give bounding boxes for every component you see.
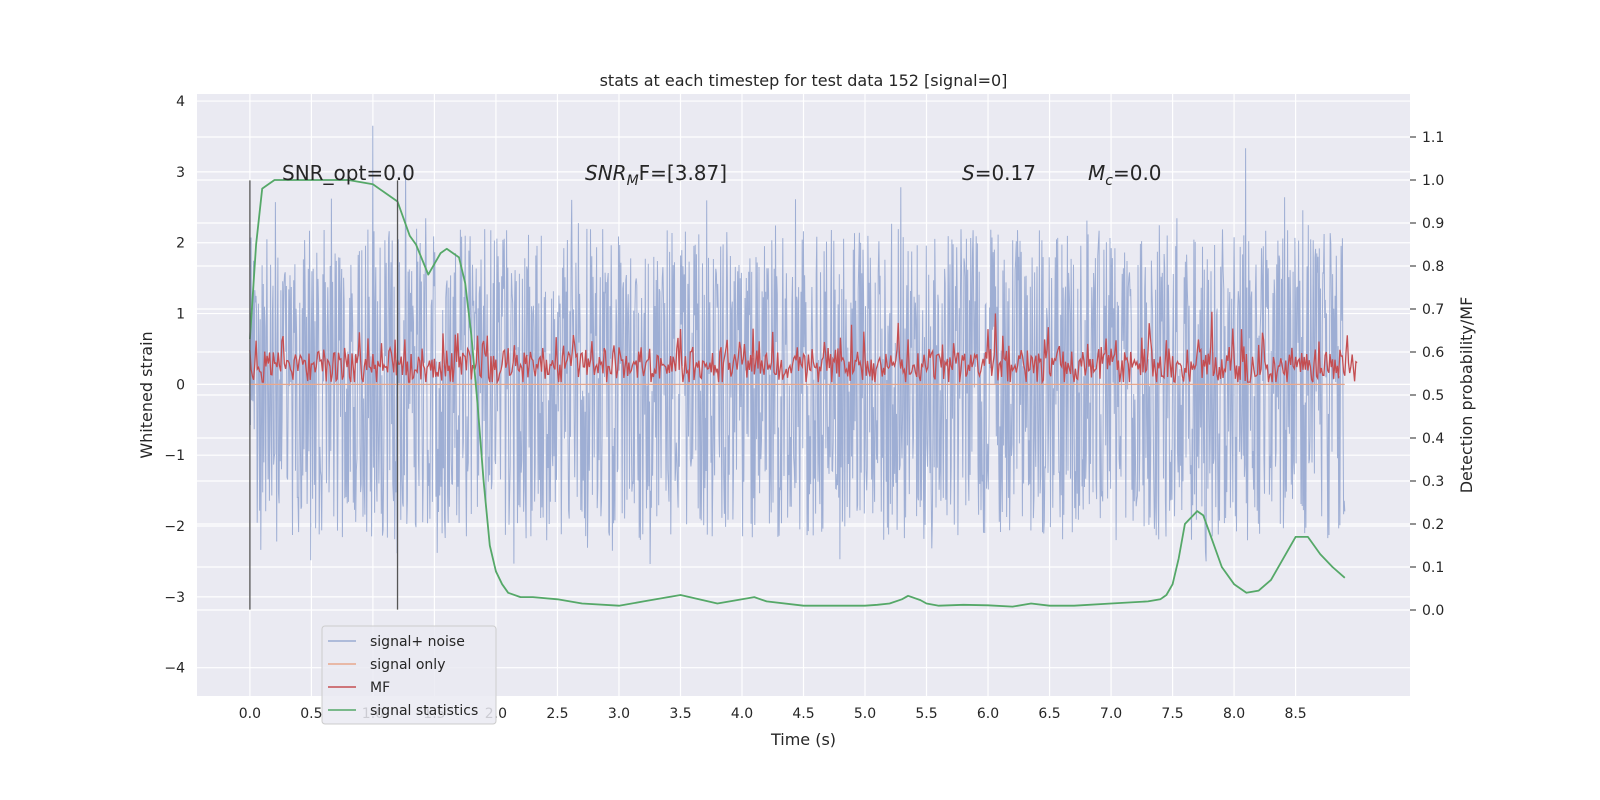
annotation-s-label: S (962, 161, 975, 185)
right-tick-label: 1.0 (1422, 173, 1444, 189)
annotation-s: S=0.17 (962, 161, 1036, 185)
series-mf (249, 311, 1358, 385)
series-signal-noise (249, 125, 1346, 565)
x-tick-label: 4.0 (731, 706, 753, 722)
right-tick-label: 0.6 (1422, 345, 1444, 361)
right-tick-label: 1.1 (1422, 130, 1444, 146)
x-tick-label: 0.5 (300, 706, 322, 722)
series-signal-statistics (249, 179, 1346, 608)
annotation-snr-mf-label: SNR (585, 161, 627, 185)
annotation-s-value: =0.17 (975, 161, 1036, 185)
annotation-snr-mf-suffix: F=[3.87] (639, 161, 727, 185)
annotation-mc-value: =0.0 (1113, 161, 1162, 185)
right-tick-label: 0.4 (1422, 431, 1444, 447)
x-axis-ticks: 0.00.51.01.52.02.53.03.54.04.55.05.56.06… (239, 706, 1307, 722)
annotation-snr-opt: SNR_opt=0.0 (282, 161, 415, 185)
x-tick-label: 0.0 (239, 706, 261, 722)
x-tick-label: 4.5 (792, 706, 814, 722)
x-axis-label: Time (s) (770, 730, 836, 749)
x-tick-label: 8.5 (1284, 706, 1306, 722)
x-tick-label: 3.0 (608, 706, 630, 722)
x-tick-label: 2.5 (546, 706, 568, 722)
x-tick-label: 5.0 (854, 706, 876, 722)
left-tick-label: −4 (164, 661, 185, 677)
left-tick-label: −1 (164, 448, 185, 464)
left-tick-label: 2 (176, 236, 185, 252)
left-tick-label: 4 (176, 94, 185, 110)
right-tick-label: 0.9 (1422, 216, 1444, 232)
left-tick-label: −3 (164, 590, 185, 606)
left-axis-label: Whitened strain (137, 331, 156, 458)
right-axis-label: Detection probability/MF (1457, 297, 1476, 494)
left-tick-label: 1 (176, 307, 185, 323)
x-tick-label: 7.0 (1100, 706, 1122, 722)
x-tick-label: 3.5 (669, 706, 691, 722)
x-tick-label: 5.5 (915, 706, 937, 722)
right-tick-label: 0.8 (1422, 259, 1444, 275)
annotation-mc-label: M (1088, 161, 1105, 185)
legend-box (321, 625, 497, 725)
annotation-snr-mf-sub: M (627, 173, 639, 189)
chart-title: stats at each timestep for test data 152… (600, 71, 1008, 90)
right-tick-label: 0.2 (1422, 517, 1444, 533)
right-axis-ticks: 0.0 0.1 0.2 0.3 0.4 0.5 0.6 0.7 0.8 0.9 1.0 1.1 (1410, 130, 1444, 619)
annotation-mc: Mc=0.0 (1088, 161, 1162, 189)
legend-label-signal-only: signal only (370, 657, 445, 673)
annotation-snr-mf: SNRMF=[3.87] (585, 161, 727, 189)
left-tick-label: −2 (164, 519, 185, 535)
right-tick-label: 0.1 (1422, 560, 1444, 576)
right-tick-label: 0.5 (1422, 388, 1444, 404)
x-tick-label: 8.0 (1223, 706, 1245, 722)
right-tick-label: 0.0 (1422, 603, 1444, 619)
right-tick-label: 0.7 (1422, 302, 1444, 318)
left-tick-label: 3 (176, 165, 185, 181)
left-tick-label: 0 (176, 377, 185, 393)
annotation-mc-sub: c (1105, 173, 1113, 189)
legend: signal+ noise signal only MF signal stat… (321, 625, 497, 725)
legend-label-signal-statistics: signal statistics (370, 703, 478, 719)
x-tick-label: 6.5 (1038, 706, 1060, 722)
vertical-markers (249, 180, 399, 610)
series-layer (249, 125, 1358, 608)
legend-label-mf: MF (370, 680, 390, 696)
legend-label-signal-noise: signal+ noise (370, 634, 465, 650)
annotations: SNR_opt=0.0 SNRMF=[3.87] S=0.17 Mc=0.0 (282, 161, 1162, 189)
left-axis-ticks: −4 −3 −2 −1 0 1 2 3 4 (164, 94, 185, 677)
x-tick-label: 7.5 (1161, 706, 1183, 722)
right-tick-label: 0.3 (1422, 474, 1444, 490)
x-tick-label: 6.0 (977, 706, 999, 722)
